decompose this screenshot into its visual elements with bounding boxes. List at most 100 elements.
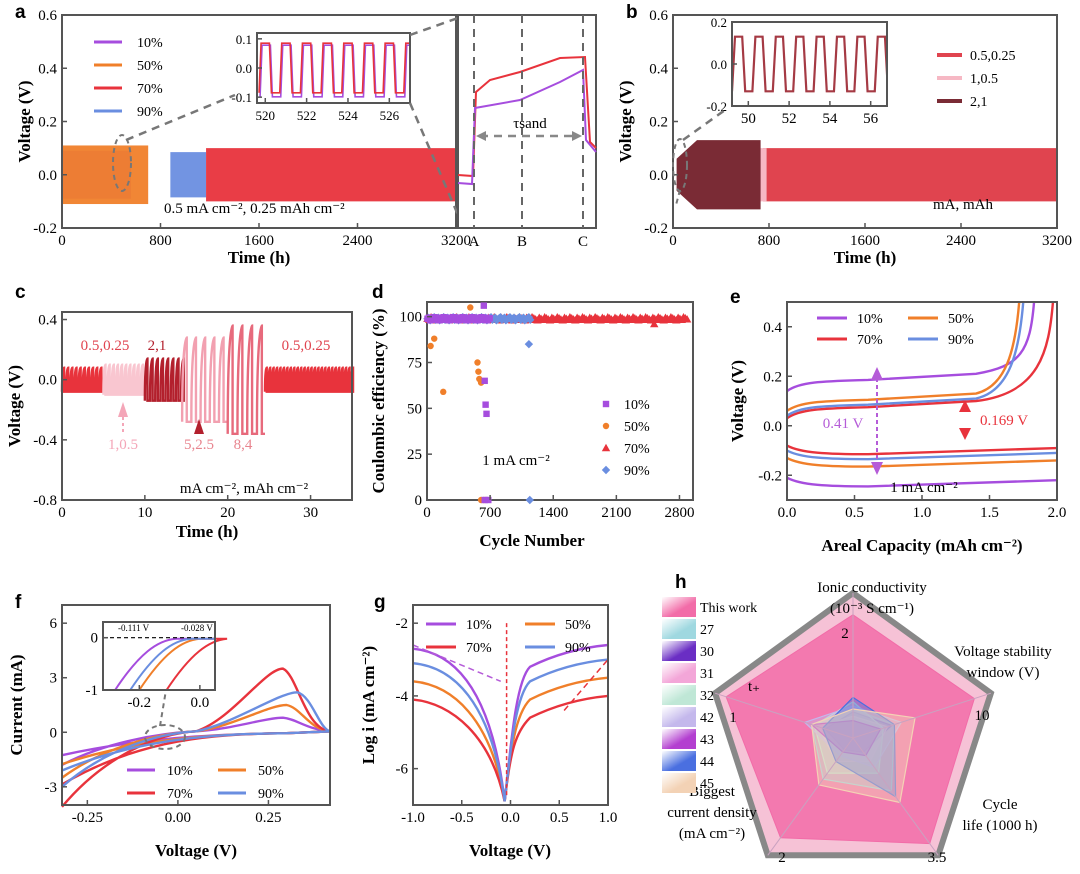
inset-x-tick: 520	[256, 108, 276, 123]
data-point	[602, 422, 610, 430]
legend-label: 50%	[137, 59, 163, 74]
tafel-90%	[412, 658, 609, 802]
zoom-marker-label: B	[517, 234, 527, 250]
x-tick-label: 700	[479, 505, 502, 521]
series-band-90%	[170, 152, 207, 198]
y-tick-label: 0.6	[649, 8, 668, 24]
x-tick-label: 1400	[538, 505, 568, 521]
x-tick-label: 0.0	[501, 810, 520, 826]
x-axis-label: Time (h)	[834, 248, 897, 267]
legend-swatch	[662, 729, 696, 749]
x-axis-label: Voltage (V)	[469, 841, 551, 860]
inset-y-tick: -0.1	[231, 90, 252, 105]
x-tick-label: 0.00	[165, 810, 191, 826]
y-axis-label: Voltage (V)	[5, 365, 24, 447]
inset-y-tick: -0.2	[706, 99, 727, 114]
panel-f-frame	[61, 604, 331, 806]
radar-axis-unit: life (1000 h)	[963, 818, 1038, 834]
legend-label: 10%	[167, 764, 193, 779]
legend-label: 42	[700, 711, 714, 726]
legend-swatch	[662, 641, 696, 661]
legend-label: 31	[700, 667, 714, 682]
radar-axis-name: t₊	[748, 679, 760, 695]
x-axis-label: Time (h)	[176, 522, 239, 541]
panel-label-g: g	[374, 592, 386, 613]
segment-label: 0.5,0.25	[282, 338, 331, 354]
x-tick-label: -0.5	[450, 810, 474, 826]
segment-1,0.5	[102, 363, 145, 396]
zoom-line	[682, 108, 726, 142]
radar-max-label: 1	[729, 710, 737, 726]
annotation: 0.41 V	[823, 416, 864, 432]
data-point	[486, 315, 493, 322]
legend-label: 50%	[624, 420, 650, 435]
y-tick-label: 0	[415, 493, 423, 509]
x-tick-label: 0	[669, 233, 677, 249]
x-tick-label: 3200	[441, 233, 471, 249]
inset-y-tick: 0	[91, 631, 99, 647]
data-point	[524, 339, 534, 349]
data-point	[481, 496, 488, 504]
legend-swatch	[662, 619, 696, 639]
charge-70%	[786, 301, 1055, 420]
zoom-line	[675, 189, 681, 206]
inset-x-tick: 524	[338, 108, 358, 123]
legend-label: 44	[700, 755, 714, 770]
y-tick-label: 6	[50, 616, 58, 632]
panel-label-f: f	[15, 592, 22, 613]
data-point	[474, 359, 481, 366]
radar-axis-unit: window (V)	[967, 665, 1040, 681]
inset-x-tick: 52	[782, 111, 797, 127]
legend-swatch	[662, 773, 696, 793]
radar-series-31	[817, 715, 889, 763]
data-point	[682, 315, 692, 323]
series-band-2,1	[676, 140, 761, 210]
fit-line	[412, 644, 502, 683]
data-point	[482, 401, 489, 408]
zoom-line	[125, 93, 236, 142]
radar-max-label: 3.5	[928, 850, 947, 866]
x-tick-label: -0.25	[72, 810, 103, 826]
radar-spoke	[852, 692, 992, 739]
radar-spoke	[714, 692, 854, 739]
cv-70%	[61, 667, 331, 808]
x-tick-label: 2100	[601, 505, 631, 521]
data-point	[526, 315, 535, 325]
segment-label: 0.5,0.25	[81, 338, 130, 354]
legend-label: 30	[700, 645, 714, 660]
radar-series-43	[810, 719, 882, 757]
x-tick-label: 800	[149, 233, 172, 249]
legend-label: This work	[700, 601, 757, 616]
inset-annotation: -0.028 V	[181, 623, 213, 633]
legend-label: 50%	[948, 312, 974, 327]
data-point	[485, 496, 492, 504]
data-point	[602, 400, 610, 408]
y-tick-label: 0.0	[649, 168, 668, 184]
zoom-ellipse	[112, 134, 132, 192]
x-tick-label: 0	[423, 505, 431, 521]
inset-y-tick: 0.0	[711, 57, 727, 72]
inset-x-tick: 50	[741, 111, 756, 127]
x-tick-label: 2400	[343, 233, 373, 249]
arrowhead	[871, 367, 883, 380]
zoom-line	[159, 689, 167, 727]
legend-swatch	[662, 597, 696, 617]
legend-label: 90%	[137, 105, 163, 120]
segment-8,4	[226, 324, 265, 436]
discharge-90%	[786, 449, 1058, 461]
x-tick-label: 1.0	[913, 505, 932, 521]
inset-y-tick: 0.2	[711, 15, 727, 30]
annotation: 1 mA cm⁻²	[482, 453, 550, 469]
inset-x-tick: 0.0	[190, 695, 209, 711]
y-tick-label: -0.2	[33, 221, 57, 237]
radar-spoke	[852, 737, 939, 856]
legend-label: 27	[700, 623, 714, 638]
discharge-50%	[786, 456, 1058, 468]
inset-annotation: -0.111 V	[118, 623, 150, 633]
segment-label: 2,1	[148, 338, 167, 354]
y-tick-label: 0.2	[649, 115, 668, 131]
radar-spoke	[767, 737, 854, 856]
legend-swatch	[662, 751, 696, 771]
y-tick-label: 0.4	[763, 320, 782, 336]
x-axis-label: Time (h)	[228, 248, 291, 267]
